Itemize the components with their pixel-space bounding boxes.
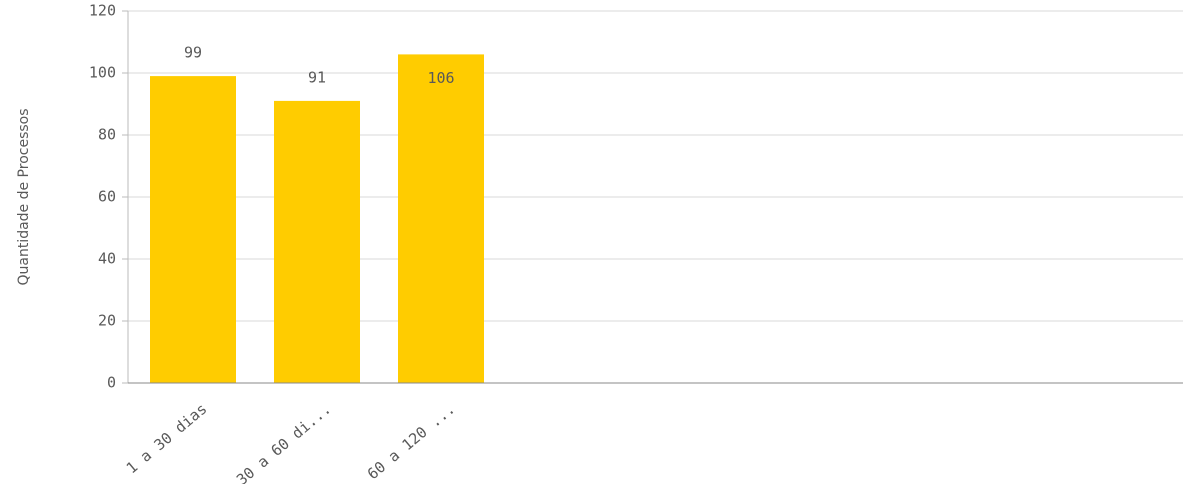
y-tick-label: 120 [89, 2, 116, 20]
y-tick-label: 40 [98, 250, 116, 268]
bar [398, 54, 484, 384]
data-label: 99 [184, 44, 202, 62]
x-tick-label: 30 a 60 di... [233, 400, 335, 484]
y-tick-label: 100 [89, 64, 116, 82]
data-label: 106 [427, 69, 454, 87]
y-axis-label: Quantidade de Processos [16, 108, 32, 285]
x-tick-label: 60 a 120 ... [364, 400, 459, 483]
y-tick-label: 60 [98, 188, 116, 206]
bar [150, 76, 236, 383]
y-tick-label: 80 [98, 126, 116, 144]
data-label: 91 [308, 68, 326, 86]
y-tick-label: 20 [98, 312, 116, 330]
x-tick-label: 1 a 30 dias [123, 400, 211, 478]
y-tick-label: 0 [107, 374, 116, 392]
bar [274, 100, 360, 384]
